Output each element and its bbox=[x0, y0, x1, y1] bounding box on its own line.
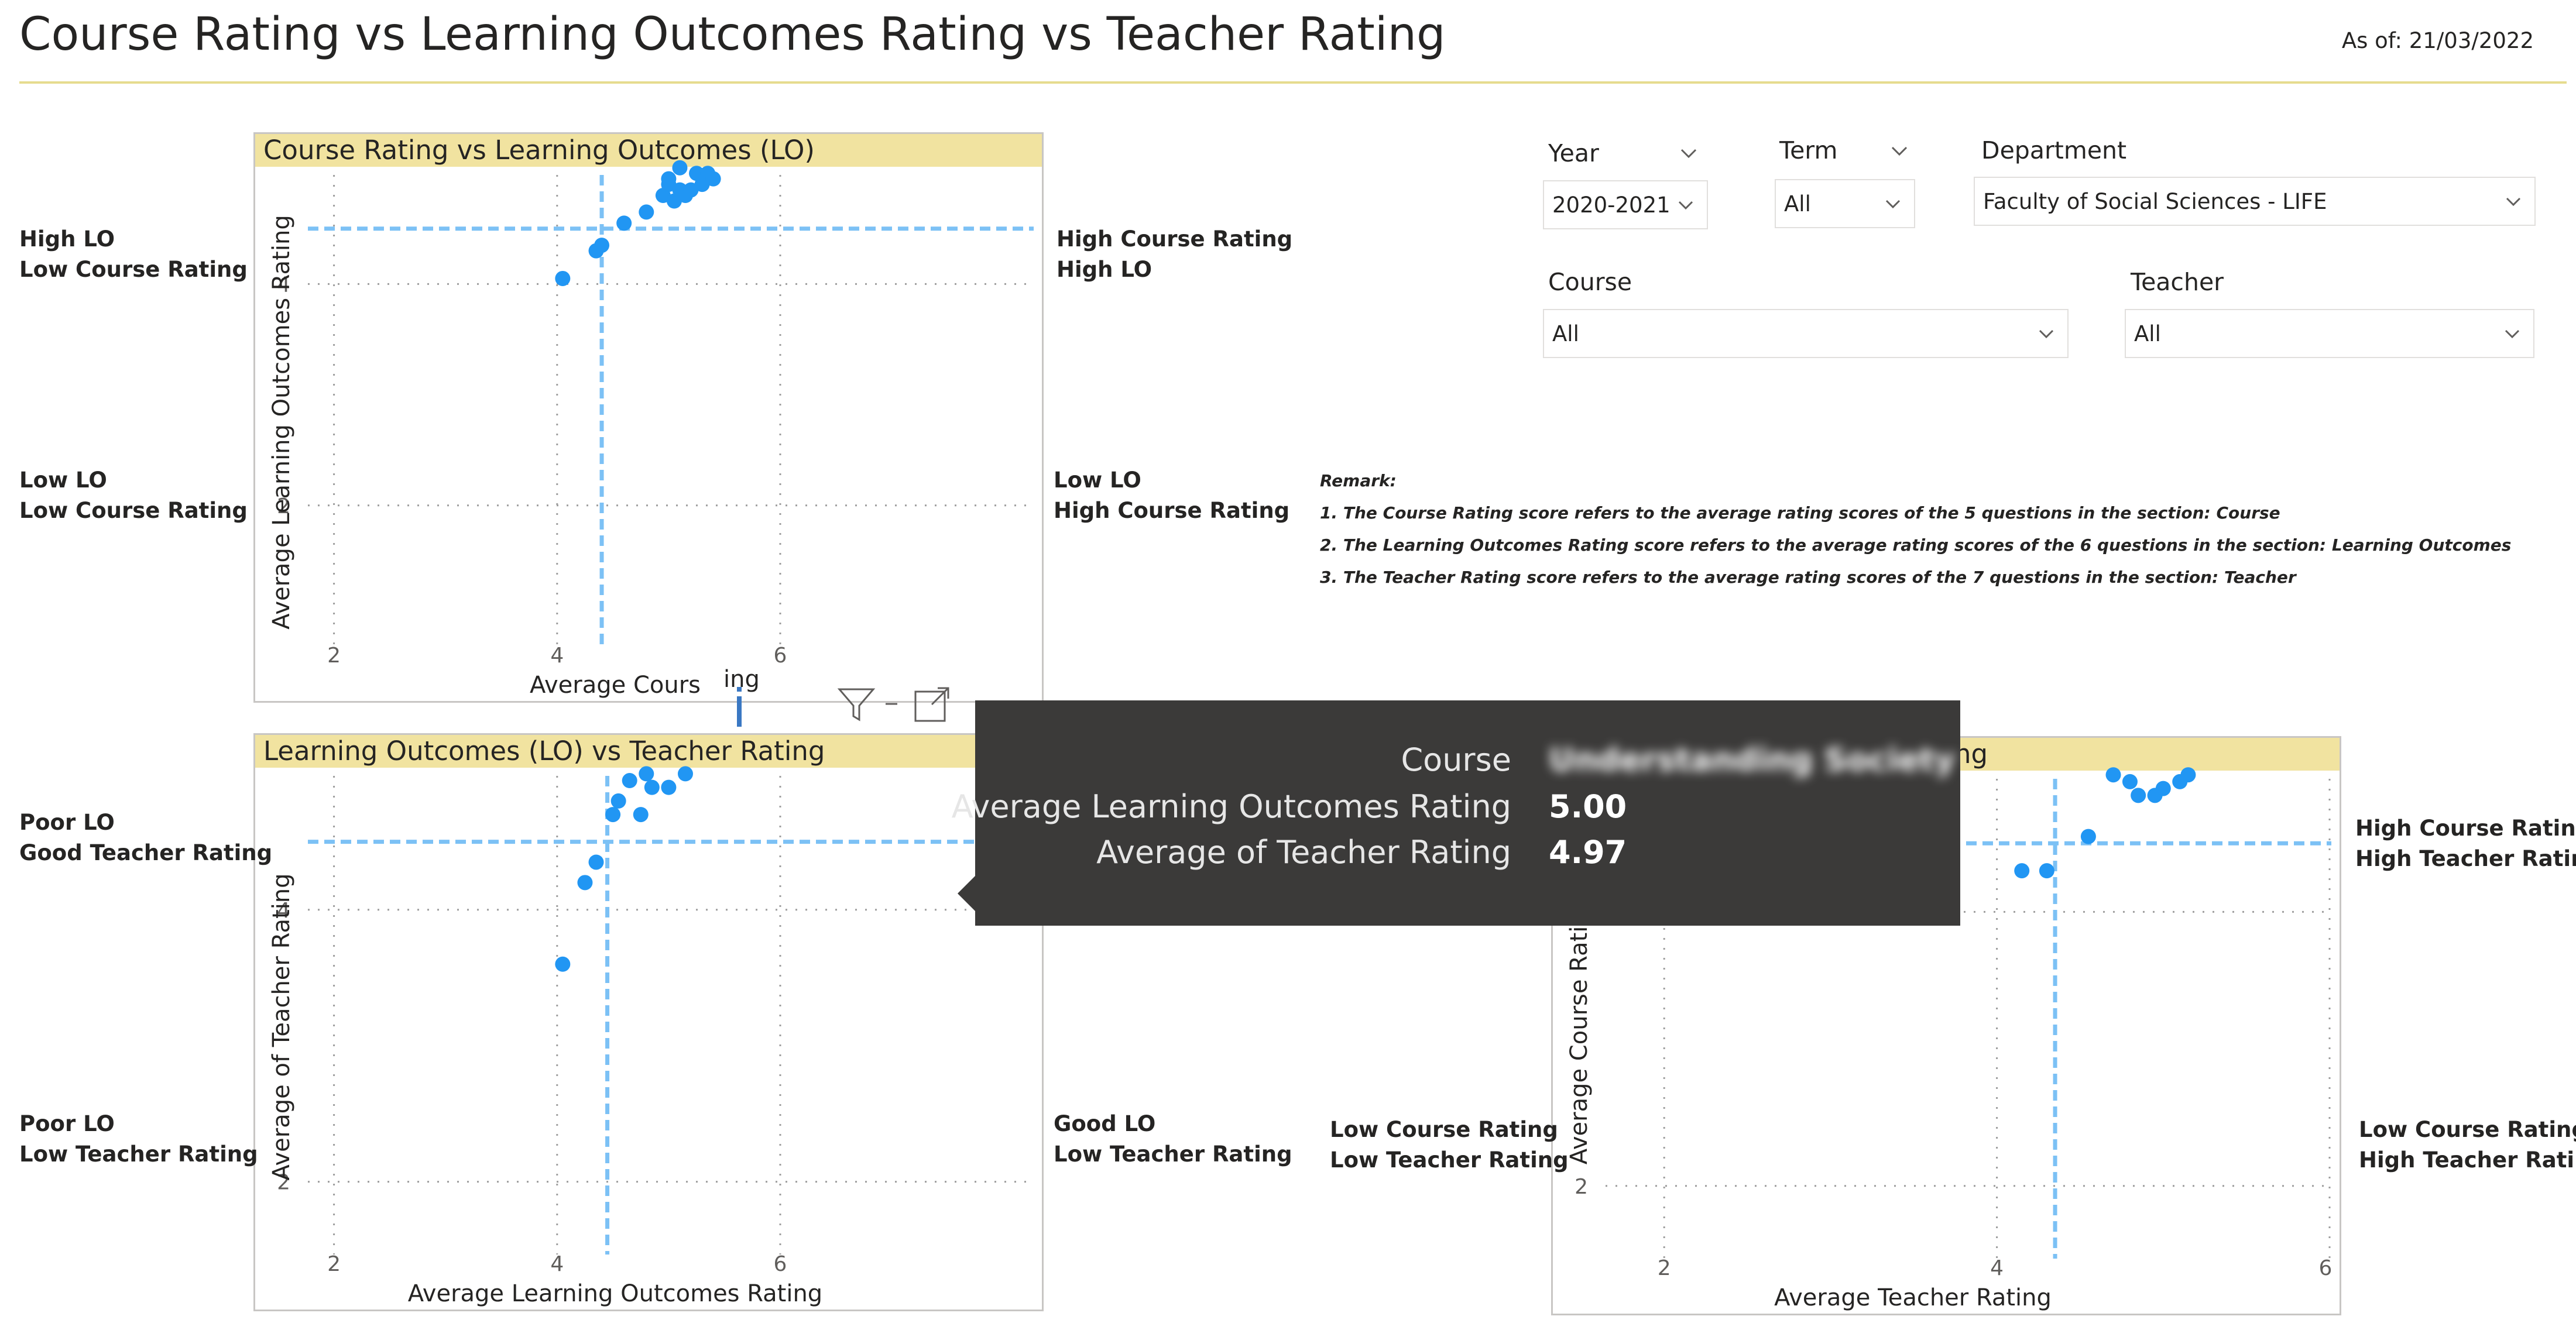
data-point-tooltip: Course Understanding Society Average Lea… bbox=[952, 700, 1960, 926]
x-axis-title: Average Cours bbox=[530, 672, 701, 699]
chevron-down-icon bbox=[1678, 201, 1693, 210]
scatter-plot[interactable]: 246246Average Learning Outcomes RatingAv… bbox=[255, 735, 1045, 1313]
department-slicer-label: Department bbox=[1981, 136, 2127, 164]
x-tick-label: 4 bbox=[550, 644, 564, 668]
chevron-down-icon[interactable] bbox=[1891, 142, 1908, 160]
y-tick-label: 2 bbox=[277, 494, 290, 518]
chevron-down-icon bbox=[1885, 200, 1901, 209]
data-point bbox=[2155, 781, 2171, 796]
data-point bbox=[661, 171, 677, 187]
tooltip-value: 4.97 bbox=[1549, 834, 1627, 871]
chevron-down-icon bbox=[2506, 197, 2521, 207]
term-dropdown[interactable]: All bbox=[1775, 179, 1915, 228]
course-slicer-label: Course bbox=[1548, 268, 1632, 296]
tooltip-label: Average of Teacher Rating bbox=[1096, 834, 1511, 871]
year-dropdown[interactable]: 2020-2021 bbox=[1543, 180, 1708, 229]
remark-line: 3. The Teacher Rating score refers to th… bbox=[1320, 568, 2296, 587]
y-tick-label: 2 bbox=[277, 1171, 290, 1195]
chevron-down-icon bbox=[2505, 329, 2520, 339]
separator-icon bbox=[886, 703, 897, 705]
chart-title: Course Rating vs Learning Outcomes (LO) bbox=[255, 134, 1042, 167]
x-tick-label: 4 bbox=[1990, 1256, 2004, 1280]
data-point bbox=[2014, 863, 2030, 879]
data-point bbox=[2180, 767, 2196, 783]
data-point bbox=[2131, 788, 2146, 803]
x-tick-label: 2 bbox=[327, 644, 341, 668]
x-tick-label: 2 bbox=[1658, 1256, 1671, 1280]
data-point bbox=[2039, 863, 2054, 879]
y-axis-title: Average of Teacher Rating bbox=[268, 873, 295, 1180]
y-axis-title: Average Course Rating bbox=[1566, 896, 1593, 1164]
remark-note: Remark: 1. The Course Rating score refer… bbox=[1320, 465, 2511, 593]
x-tick-label: 6 bbox=[774, 644, 787, 668]
data-point bbox=[555, 270, 571, 286]
quadrant-label-good-lo-low-teacher: Good LO Low Teacher Rating bbox=[1054, 1111, 1292, 1167]
data-point bbox=[577, 875, 593, 891]
x-tick-label: 2 bbox=[327, 1252, 341, 1276]
data-point bbox=[644, 779, 660, 795]
quadrant-label-high-course-high-lo: High Course Rating High LO bbox=[1057, 226, 1293, 282]
as-of-date: As of: 21/03/2022 bbox=[2341, 28, 2534, 53]
data-point bbox=[2105, 767, 2121, 783]
x-axis-title: Average Learning Outcomes Rating bbox=[408, 1280, 822, 1307]
chevron-down-icon[interactable] bbox=[1680, 145, 1697, 162]
quadrant-label-low-lo-low-course: Low LO Low Course Rating bbox=[19, 468, 248, 523]
quadrant-label-low-lo-high-course: Low LO High Course Rating bbox=[1054, 468, 1290, 523]
course-dropdown[interactable]: All bbox=[1543, 309, 2069, 358]
teacher-slicer-label: Teacher bbox=[2131, 268, 2224, 296]
y-tick-label: 2 bbox=[1575, 1175, 1588, 1199]
data-point bbox=[633, 807, 649, 823]
quadrant-label-poor-lo-low-teacher: Poor LO Low Teacher Rating bbox=[19, 1111, 258, 1167]
x-tick-label: 6 bbox=[2319, 1256, 2333, 1280]
tooltip-pointer bbox=[958, 876, 975, 911]
x-tick-label: 4 bbox=[550, 1252, 564, 1276]
tooltip-label: Course bbox=[1401, 741, 1511, 778]
quadrant-label-low-course-low-teacher: Low Course Rating Low Teacher Rating bbox=[1330, 1117, 1569, 1173]
teacher-dropdown[interactable]: All bbox=[2125, 309, 2534, 358]
tooltip-value: 5.00 bbox=[1549, 788, 1627, 825]
data-point bbox=[616, 215, 632, 231]
chart-course-vs-lo[interactable]: Course Rating vs Learning Outcomes (LO) … bbox=[253, 132, 1044, 703]
page-title: Course Rating vs Learning Outcomes Ratin… bbox=[19, 8, 1446, 61]
data-point bbox=[677, 766, 693, 782]
focus-mode-icon[interactable] bbox=[730, 683, 748, 730]
data-point bbox=[639, 766, 654, 782]
remark-heading: Remark: bbox=[1320, 471, 1397, 490]
expand-icon[interactable] bbox=[912, 683, 953, 724]
remark-line: 2. The Learning Outcomes Rating score re… bbox=[1320, 535, 2512, 555]
remark-line: 1. The Course Rating score refers to the… bbox=[1320, 503, 2280, 523]
quadrant-label-high-course-high-teacher: High Course Rating High Teacher Rating bbox=[2355, 816, 2576, 871]
data-point bbox=[610, 793, 626, 809]
quadrant-label-high-lo-low-course: High LO Low Course Rating bbox=[19, 226, 248, 282]
title-divider bbox=[19, 81, 2567, 84]
term-slicer-label: Term bbox=[1779, 136, 1838, 164]
data-point bbox=[705, 171, 721, 187]
quadrant-label-low-course-high-teacher: Low Course Rating High Teacher Rating bbox=[2359, 1117, 2576, 1173]
x-axis-title: Average Teacher Rating bbox=[1774, 1284, 2052, 1311]
chevron-down-icon bbox=[2039, 329, 2054, 339]
tooltip-value: Understanding Society bbox=[1549, 741, 1956, 778]
quadrant-label-poor-lo-good-teacher: Poor LO Good Teacher Rating bbox=[19, 810, 273, 865]
tooltip-label: Average Learning Outcomes Rating bbox=[951, 788, 1511, 825]
data-point bbox=[639, 204, 654, 220]
data-point bbox=[2080, 829, 2096, 844]
data-point bbox=[622, 773, 637, 789]
data-point bbox=[2122, 774, 2138, 789]
chart-lo-vs-teacher[interactable]: Learning Outcomes (LO) vs Teacher Rating… bbox=[253, 733, 1044, 1311]
data-point bbox=[661, 779, 677, 795]
department-dropdown[interactable]: Faculty of Social Sciences - LIFE bbox=[1974, 177, 2536, 226]
y-axis-title: Average Learning Outcomes Rating bbox=[268, 215, 295, 629]
data-point bbox=[672, 160, 688, 176]
data-point bbox=[605, 807, 621, 823]
y-tick-label: 4 bbox=[277, 273, 290, 297]
data-point bbox=[555, 956, 571, 972]
data-point bbox=[588, 854, 604, 870]
x-tick-label: 6 bbox=[774, 1252, 787, 1276]
data-point bbox=[594, 238, 610, 253]
year-slicer-label: Year bbox=[1548, 139, 1599, 167]
filter-icon[interactable] bbox=[836, 683, 877, 724]
chart-title: Learning Outcomes (LO) vs Teacher Rating bbox=[255, 735, 1042, 768]
y-tick-label: 4 bbox=[277, 899, 290, 923]
